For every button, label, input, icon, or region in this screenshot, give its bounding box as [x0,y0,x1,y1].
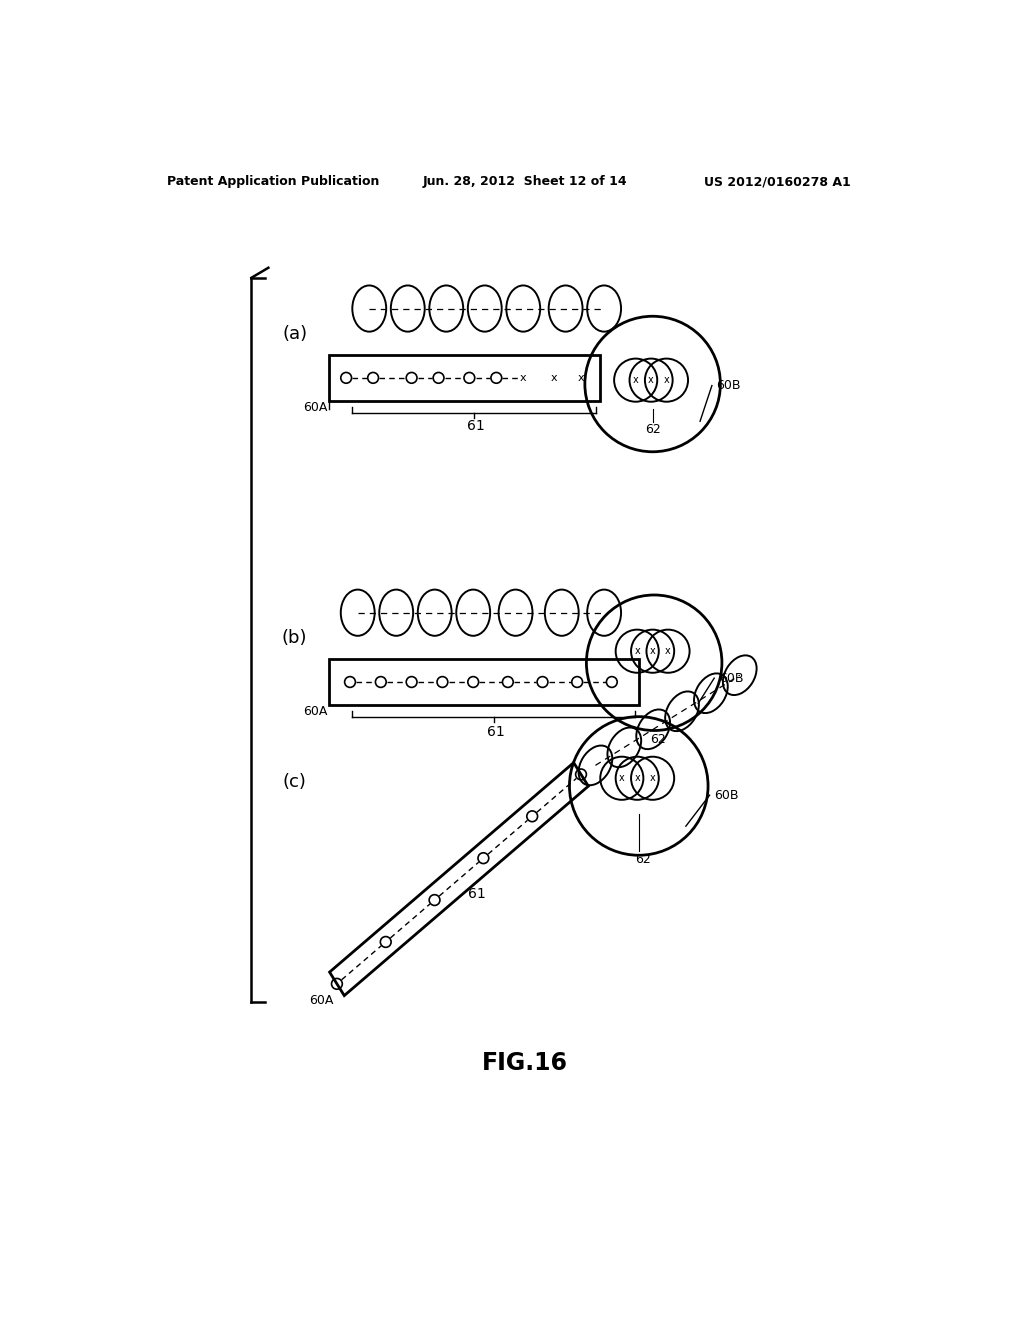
Text: x: x [650,774,655,783]
Text: 60B: 60B [714,788,738,801]
Text: x: x [648,375,654,385]
Text: 61: 61 [468,887,486,900]
Text: 60B: 60B [720,672,744,685]
Text: 61: 61 [467,418,485,433]
Text: US 2012/0160278 A1: US 2012/0160278 A1 [703,176,851,187]
Text: Jun. 28, 2012  Sheet 12 of 14: Jun. 28, 2012 Sheet 12 of 14 [423,176,627,187]
Bar [330,355,600,401]
Text: 60B: 60B [716,379,740,392]
Text: x: x [633,375,639,385]
Text: (b): (b) [282,630,307,647]
Text: FIG.16: FIG.16 [482,1051,567,1076]
Text: 60A: 60A [309,994,334,1007]
Text: x: x [520,372,526,383]
Text: 62: 62 [635,853,650,866]
Text: 62: 62 [645,422,660,436]
Text: Patent Application Publication: Patent Application Publication [167,176,379,187]
Text: 60A: 60A [303,705,328,718]
Text: (a): (a) [282,325,307,343]
Text: x: x [578,372,585,383]
Text: x: x [650,647,655,656]
Text: 60A: 60A [303,400,328,413]
Text: x: x [666,647,671,656]
Bar [330,659,639,705]
Text: 62: 62 [650,733,666,746]
Text: 61: 61 [486,725,505,739]
Text: x: x [551,372,557,383]
Text: x: x [618,774,625,783]
Text: x: x [664,375,670,385]
Text: x: x [634,647,640,656]
Text: (c): (c) [283,774,306,791]
Text: x: x [634,774,640,783]
